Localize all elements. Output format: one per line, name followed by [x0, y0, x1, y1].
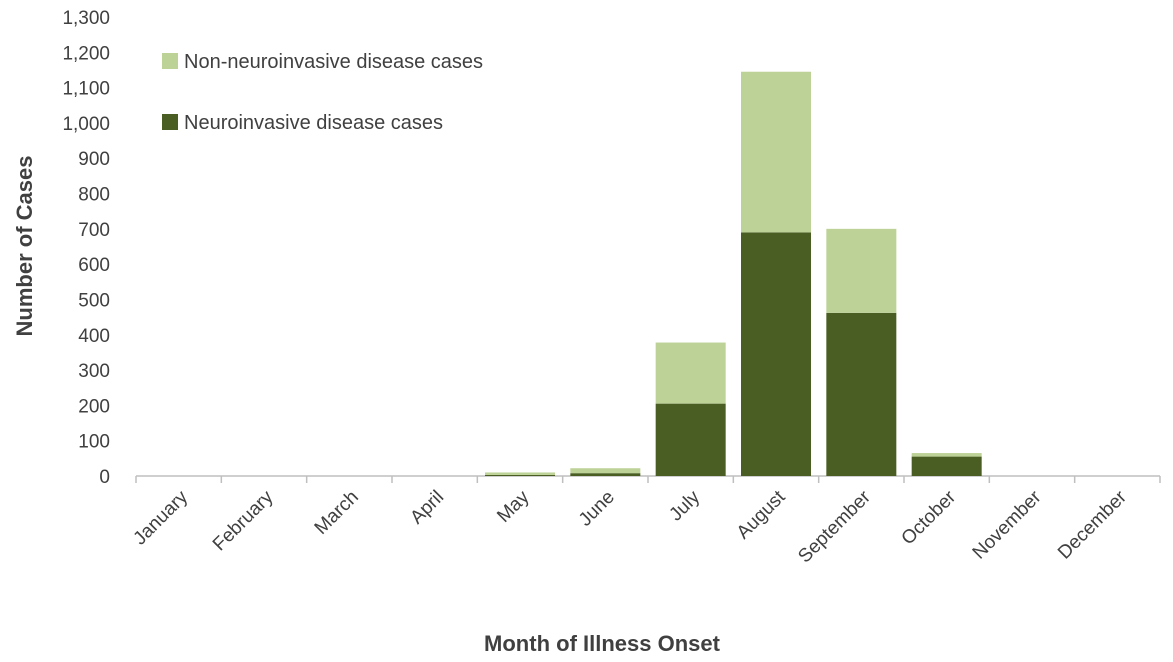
y-tick-label: 400: [78, 326, 110, 347]
y-tick-label: 200: [78, 396, 110, 417]
legend: Non-neuroinvasive disease cases Neuroinva…: [162, 51, 483, 134]
bar-neuroinvasive: [741, 232, 811, 476]
x-tick-label: February: [209, 486, 278, 555]
x-tick-label: April: [406, 487, 448, 529]
y-tick-label: 500: [78, 290, 110, 311]
x-tick-label: May: [493, 486, 534, 527]
bar-neuroinvasive: [570, 473, 641, 476]
x-tick-label: July: [665, 486, 704, 525]
legend-swatch: [162, 114, 178, 130]
y-tick-label: 600: [78, 255, 110, 276]
y-tick-label: 1,100: [62, 79, 110, 100]
y-tick-label: 1,200: [62, 43, 110, 64]
x-axis: January February March April May June July Augu…: [130, 475, 1161, 567]
x-tick-label: January: [130, 486, 193, 549]
bar-non-neuroinvasive: [570, 468, 641, 474]
x-tick-label: December: [1054, 486, 1131, 563]
x-tick-label: March: [311, 487, 363, 539]
y-tick-label: 1,000: [62, 114, 110, 135]
x-tick-label: September: [794, 486, 875, 567]
legend-label: Non-neuroinvasive disease cases: [184, 51, 483, 73]
bar-non-neuroinvasive: [485, 472, 555, 475]
x-axis-title: Month of Illness Onset: [484, 631, 721, 656]
y-tick-label: 900: [78, 149, 110, 170]
bar-non-neuroinvasive: [741, 71, 811, 233]
legend-label: Neuroinvasive disease cases: [184, 112, 443, 134]
bars: [485, 71, 982, 476]
bar-non-neuroinvasive: [655, 342, 726, 404]
bar-neuroinvasive: [911, 456, 982, 476]
y-tick-label: 800: [78, 185, 110, 206]
bar-non-neuroinvasive: [826, 228, 897, 313]
x-tick-label: June: [575, 487, 619, 531]
legend-swatch: [162, 53, 178, 69]
y-tick-label: 700: [78, 220, 110, 241]
y-tick-label: 0: [99, 467, 110, 488]
y-tick-label: 300: [78, 361, 110, 382]
y-axis-title: Number of Cases: [12, 156, 37, 337]
x-tick-label: August: [733, 486, 790, 543]
bar-neuroinvasive: [485, 474, 555, 476]
y-axis: 0 100 200 300 400 500 600 700 800 900 1,000 1,100 1,…: [62, 8, 110, 488]
bar-non-neuroinvasive: [911, 453, 982, 457]
x-tick-label: October: [898, 486, 961, 549]
y-tick-label: 1,300: [62, 8, 110, 29]
x-tick-label: November: [969, 486, 1046, 563]
bar-neuroinvasive: [655, 403, 726, 476]
bar-neuroinvasive: [826, 312, 897, 476]
y-tick-label: 100: [78, 432, 110, 453]
